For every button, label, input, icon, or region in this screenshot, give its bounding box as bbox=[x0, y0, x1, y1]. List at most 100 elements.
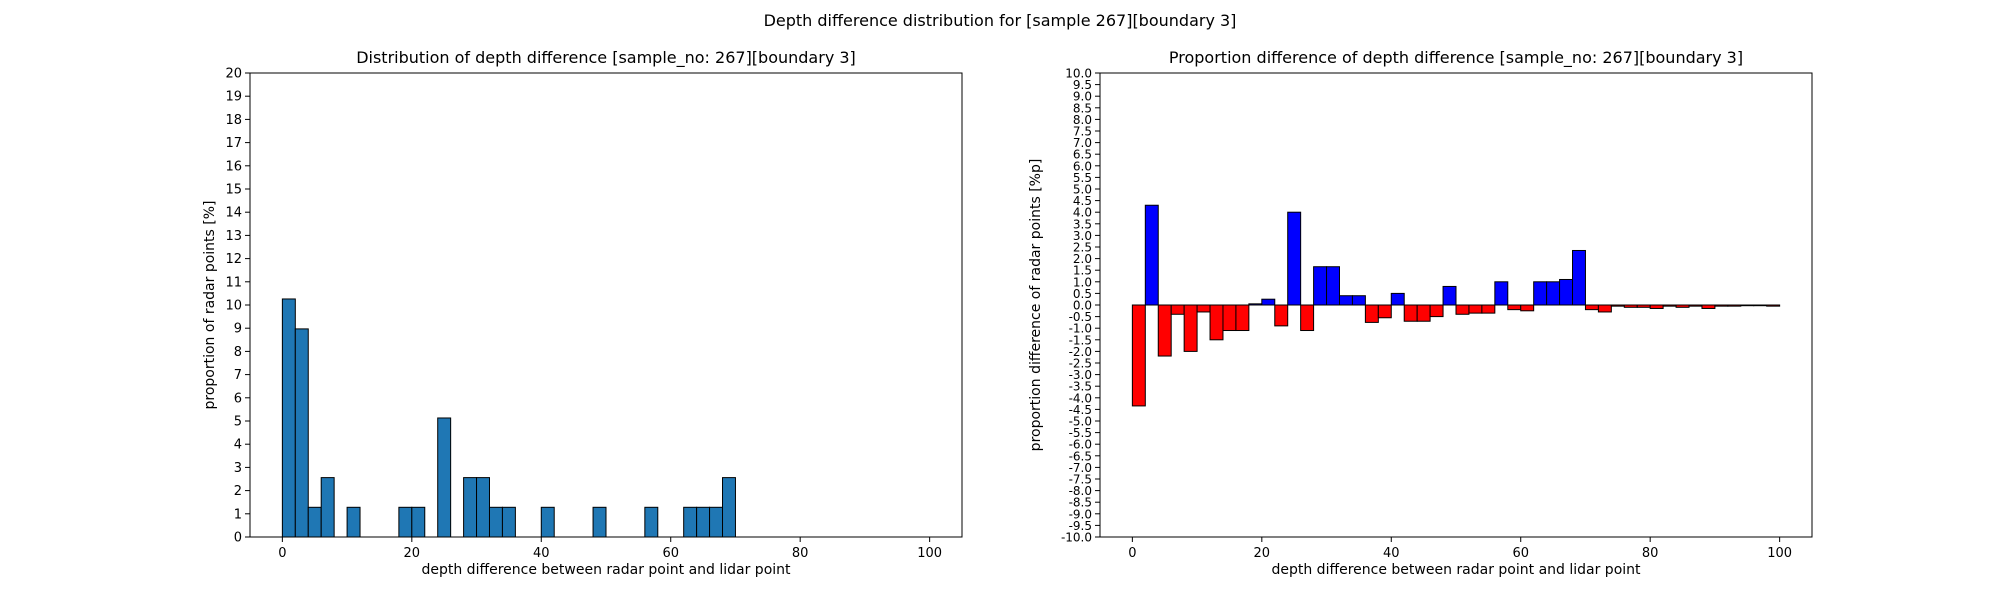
left-chart-y-tick-label-2: 2 bbox=[234, 484, 242, 499]
right-chart-bar-42 bbox=[1675, 304, 1690, 308]
left-chart-bar-12 bbox=[540, 506, 555, 538]
left-chart-bar-10 bbox=[488, 506, 503, 538]
right-chart-bar-20 bbox=[1390, 292, 1405, 306]
left-chart-y-tick-label-12: 12 bbox=[225, 252, 242, 267]
right-chart-bar-34 bbox=[1572, 249, 1586, 306]
right-chart-y-tick-label-13: -3.5 bbox=[1069, 380, 1092, 394]
right-chart-bar-38 bbox=[1623, 304, 1638, 308]
right-chart-bar-26 bbox=[1468, 304, 1483, 314]
right-chart-bar-37 bbox=[1610, 304, 1625, 307]
left-chart-bar-15 bbox=[683, 506, 698, 538]
left-chart-bar-16 bbox=[696, 506, 711, 538]
left-chart-bar-0 bbox=[281, 298, 296, 538]
right-chart-bar-27 bbox=[1481, 304, 1496, 314]
right-chart-y-tick-label-33: 6.5 bbox=[1073, 148, 1092, 162]
left-chart-bar-3 bbox=[320, 477, 335, 538]
right-chart-y-tick-label-20: 0.0 bbox=[1073, 299, 1092, 313]
right-chart-bar-11 bbox=[1274, 304, 1289, 327]
right-chart-y-tick-label-16: -2.0 bbox=[1069, 345, 1092, 359]
right-chart-y-tick-label-7: -6.5 bbox=[1069, 449, 1092, 463]
right-chart-y-tick-label-14: -3.0 bbox=[1069, 368, 1092, 382]
left-chart-y-tick-label-1: 1 bbox=[234, 507, 242, 522]
left-chart-bar-2 bbox=[307, 506, 322, 538]
right-chart-x-tick-label-0: 0 bbox=[1128, 546, 1136, 561]
right-chart-y-tick-label-6: -7.0 bbox=[1069, 461, 1092, 475]
right-chart-y-tick-label-29: 4.5 bbox=[1073, 194, 1092, 208]
right-chart-bar-44 bbox=[1701, 304, 1716, 309]
right-chart-bar-7 bbox=[1222, 304, 1237, 332]
right-chart-y-tick-label-23: 1.5 bbox=[1073, 264, 1092, 278]
left-chart-y-tick-label-15: 15 bbox=[225, 183, 242, 198]
right-chart-bar-16 bbox=[1338, 295, 1353, 306]
right-chart-bar-40 bbox=[1649, 304, 1664, 309]
right-chart-y-tick-label-22: 1.0 bbox=[1073, 275, 1092, 289]
left-chart-x-tick-label-5: 100 bbox=[917, 546, 942, 561]
right-chart-ylabel: proportion difference of radar points [%… bbox=[1028, 159, 1044, 452]
right-chart-y-tick-label-18: -1.0 bbox=[1069, 322, 1092, 336]
right-chart-y-tick-label-38: 9.0 bbox=[1073, 90, 1092, 104]
left-chart-bar-13 bbox=[592, 506, 607, 538]
right-chart-y-tick-label-35: 7.5 bbox=[1073, 125, 1092, 139]
left-chart-x-tick-label-0: 0 bbox=[278, 546, 286, 561]
left-chart-y-tick-label-13: 13 bbox=[225, 229, 242, 244]
left-chart-y-tick-label-9: 9 bbox=[234, 322, 242, 337]
right-chart-bar-3 bbox=[1170, 304, 1185, 315]
right-chart-bar-49 bbox=[1766, 304, 1781, 307]
left-chart-x-tick-label-4: 80 bbox=[792, 546, 809, 561]
right-chart-y-tick-label-19: -0.5 bbox=[1069, 310, 1092, 324]
right-chart-y-tick-label-37: 8.5 bbox=[1073, 101, 1092, 115]
left-chart-y-tick-label-17: 17 bbox=[225, 136, 242, 151]
right-chart-bar-30 bbox=[1520, 304, 1535, 312]
right-chart-y-tick-label-12: -4.0 bbox=[1069, 391, 1092, 405]
right-chart-x-tick-label-4: 80 bbox=[1642, 546, 1659, 561]
left-chart-bar-9 bbox=[476, 477, 490, 538]
left-chart-bar-8 bbox=[463, 477, 478, 538]
right-chart-y-tick-label-30: 5.0 bbox=[1073, 183, 1092, 197]
right-chart-bar-35 bbox=[1584, 304, 1599, 311]
right-chart-bar-24 bbox=[1442, 285, 1457, 306]
left-chart-y-tick-label-16: 16 bbox=[225, 159, 242, 174]
right-chart-bar-31 bbox=[1533, 281, 1548, 306]
left-chart-y-tick-label-11: 11 bbox=[225, 275, 242, 290]
right-chart-xlabel: depth difference between radar point and… bbox=[1271, 562, 1641, 578]
right-chart-bar-2 bbox=[1157, 304, 1172, 357]
right-chart-y-tick-label-21: 0.5 bbox=[1073, 287, 1092, 301]
right-chart-y-tick-label-10: -5.0 bbox=[1069, 415, 1092, 429]
right-chart-bar-47 bbox=[1740, 304, 1755, 307]
right-chart-y-tick-label-34: 7.0 bbox=[1073, 136, 1092, 150]
right-chart-bar-12 bbox=[1287, 211, 1302, 306]
right-chart-bar-6 bbox=[1209, 304, 1224, 341]
left-chart-bar-4 bbox=[346, 506, 361, 538]
left-chart-y-tick-label-3: 3 bbox=[234, 461, 242, 476]
left-chart-bar-11 bbox=[501, 506, 516, 538]
right-chart-title: Proportion difference of depth differenc… bbox=[1169, 48, 1743, 68]
right-chart-y-tick-label-31: 5.5 bbox=[1073, 171, 1092, 185]
left-chart-bar-18 bbox=[722, 477, 736, 538]
right-chart-bar-14 bbox=[1313, 266, 1328, 306]
left-chart-y-tick-label-10: 10 bbox=[225, 299, 242, 314]
figure-suptitle: Depth difference distribution for [sampl… bbox=[764, 11, 1237, 30]
right-chart-y-tick-label-15: -2.5 bbox=[1069, 357, 1092, 371]
right-chart-panel: Proportion difference of depth differenc… bbox=[1028, 48, 1813, 578]
left-chart-x-tick-label-2: 40 bbox=[533, 546, 550, 561]
right-chart-y-tick-label-25: 2.5 bbox=[1073, 241, 1092, 255]
right-chart-bar-13 bbox=[1300, 304, 1315, 332]
right-chart-y-tick-label-24: 2.0 bbox=[1073, 252, 1092, 266]
right-chart-y-tick-label-0: -10.0 bbox=[1061, 531, 1092, 545]
left-chart-plot-frame bbox=[249, 72, 963, 538]
left-chart-y-tick-label-8: 8 bbox=[234, 345, 242, 360]
right-chart-x-tick-label-1: 20 bbox=[1254, 546, 1271, 561]
left-chart-bar-1 bbox=[294, 328, 309, 538]
left-chart-y-tick-label-0: 0 bbox=[234, 531, 242, 546]
left-chart-bar-7 bbox=[437, 417, 452, 538]
left-chart-bar-6 bbox=[411, 506, 426, 538]
right-chart-y-tick-label-32: 6.0 bbox=[1073, 159, 1092, 173]
right-chart-bar-39 bbox=[1636, 304, 1651, 308]
right-chart-y-tick-label-26: 3.0 bbox=[1073, 229, 1092, 243]
right-chart-x-tick-label-5: 100 bbox=[1767, 546, 1792, 561]
right-chart-bar-8 bbox=[1235, 304, 1250, 332]
right-chart-bar-28 bbox=[1494, 281, 1509, 306]
right-chart-y-tick-label-8: -6.0 bbox=[1069, 438, 1092, 452]
right-chart-bar-48 bbox=[1753, 304, 1768, 307]
